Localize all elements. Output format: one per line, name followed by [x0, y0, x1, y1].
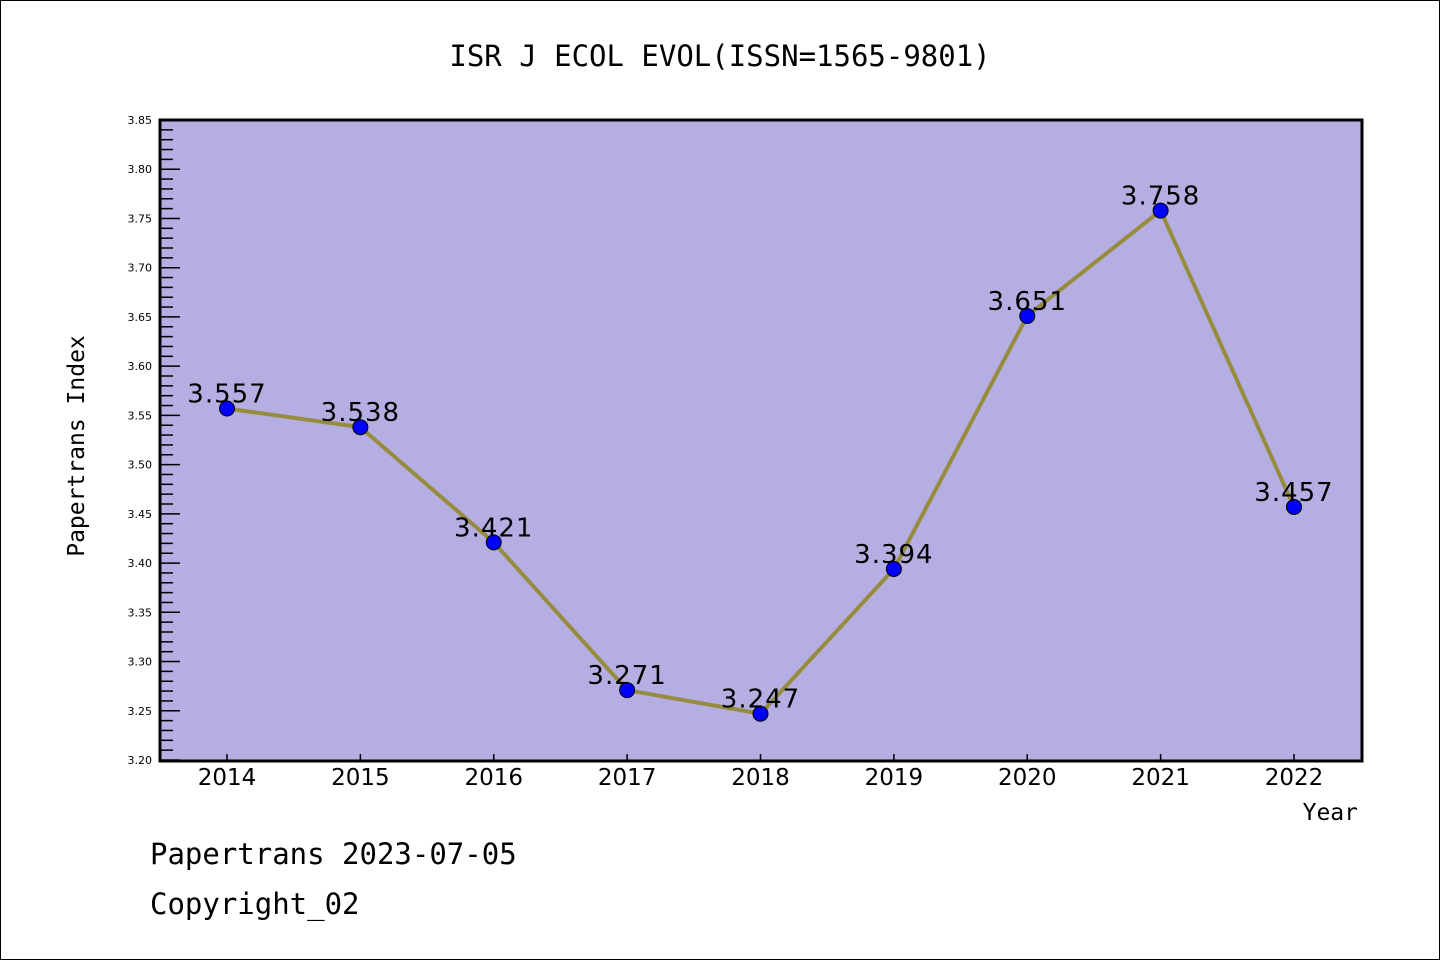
- data-point: [885, 560, 902, 577]
- y-tick-label: 3.30: [128, 656, 153, 669]
- data-label: 3.247: [721, 685, 800, 715]
- plot-border: [158, 118, 1364, 763]
- y-tick-label: 3.45: [128, 508, 153, 521]
- data-point: [352, 419, 369, 436]
- data-label: 3.758: [1121, 182, 1200, 212]
- data-point: [752, 705, 769, 722]
- x-tick-label: 2017: [598, 765, 657, 791]
- data-label: 3.538: [321, 398, 400, 428]
- y-tick-label: 3.35: [128, 606, 153, 619]
- x-axis-label: Year: [1303, 800, 1358, 826]
- y-tick-label: 3.20: [128, 754, 153, 767]
- data-point: [619, 682, 636, 699]
- data-label: 3.651: [988, 287, 1067, 317]
- x-tick-label: 2020: [998, 765, 1057, 791]
- x-tick-label: 2018: [731, 765, 790, 791]
- y-tick-label: 3.40: [128, 557, 153, 570]
- data-point: [485, 534, 502, 551]
- footer-copyright: Copyright_02: [150, 887, 360, 922]
- y-tick-label: 3.50: [128, 459, 153, 472]
- data-label: 3.421: [454, 513, 533, 543]
- y-tick-label: 3.60: [128, 360, 153, 373]
- x-tick-label: 2016: [464, 765, 523, 791]
- data-label: 3.457: [1254, 478, 1333, 508]
- chart-title: ISR J ECOL EVOL(ISSN=1565-9801): [449, 39, 990, 73]
- plot-area: [160, 120, 1362, 761]
- footer-date: Papertrans 2023-07-05: [150, 837, 517, 871]
- y-tick-label: 3.85: [128, 114, 153, 127]
- y-tick-label: 3.65: [128, 311, 153, 324]
- y-tick-label: 3.25: [128, 705, 153, 718]
- data-point: [1152, 202, 1169, 219]
- data-label: 3.271: [587, 661, 666, 691]
- y-tick-label: 3.55: [128, 409, 153, 422]
- data-point: [1019, 307, 1036, 324]
- data-point: [1286, 498, 1302, 515]
- x-tick-label: 2015: [331, 765, 390, 791]
- x-tick-label: 2014: [198, 765, 257, 791]
- y-tick-label: 3.70: [128, 262, 153, 275]
- data-point: [219, 400, 235, 417]
- y-tick-label: 3.80: [128, 163, 153, 176]
- x-tick-label: 2021: [1131, 765, 1190, 791]
- data-label: 3.394: [854, 540, 933, 570]
- x-tick-label: 2022: [1265, 765, 1324, 791]
- y-tick-label: 3.75: [128, 212, 153, 225]
- x-tick-label: 2019: [865, 765, 924, 791]
- data-label: 3.557: [187, 379, 266, 409]
- y-axis-label: Papertrans Index: [64, 335, 90, 557]
